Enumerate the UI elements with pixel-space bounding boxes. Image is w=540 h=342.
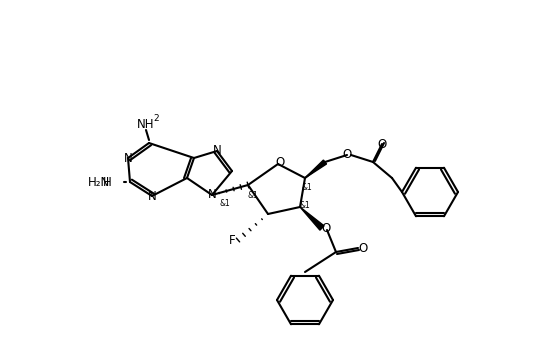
Text: O: O	[342, 148, 352, 161]
Text: N: N	[147, 189, 157, 202]
Text: F: F	[228, 234, 235, 247]
Text: N: N	[207, 188, 217, 201]
Text: O: O	[359, 241, 368, 254]
Text: N: N	[124, 152, 132, 165]
Polygon shape	[305, 160, 327, 178]
Text: NH: NH	[137, 118, 155, 132]
Text: O: O	[321, 222, 330, 235]
Text: 2: 2	[153, 114, 159, 123]
Text: O: O	[377, 137, 387, 150]
Text: &1: &1	[248, 190, 258, 199]
Text: &1: &1	[220, 198, 231, 208]
Polygon shape	[300, 207, 324, 230]
Text: O: O	[275, 156, 285, 169]
Text: N: N	[213, 145, 221, 158]
Text: &1: &1	[300, 200, 310, 210]
Text: &1: &1	[302, 184, 312, 193]
Text: H: H	[103, 175, 112, 188]
Text: H₂N: H₂N	[87, 175, 110, 188]
